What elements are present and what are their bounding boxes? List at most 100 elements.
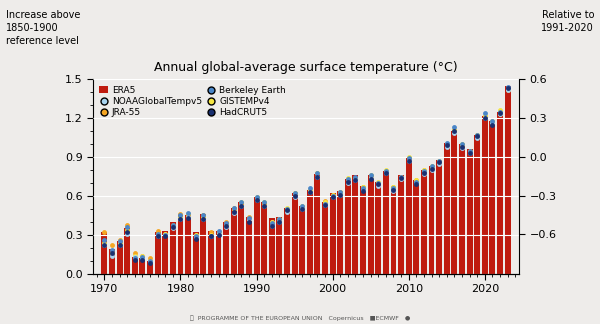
Point (381, 170, 391, 175)
Point (320, 199, 330, 204)
Bar (421, 170, 427, 274)
Point (480, 116, 490, 121)
Point (396, 177, 406, 182)
Bar (116, 241, 122, 274)
Point (145, 258, 155, 263)
Point (244, 219, 254, 225)
Point (305, 187, 314, 192)
Point (115, 239, 124, 244)
Bar (497, 112, 503, 274)
Point (130, 256, 140, 261)
Bar (132, 257, 138, 274)
Point (229, 205, 239, 210)
Point (381, 168, 391, 173)
Point (328, 193, 337, 199)
Point (168, 222, 178, 227)
Point (488, 122, 497, 127)
Point (442, 143, 452, 148)
Bar (337, 191, 343, 274)
Bar (299, 206, 305, 274)
Bar (314, 174, 320, 274)
Point (373, 183, 383, 188)
Point (267, 223, 277, 228)
Point (358, 184, 368, 190)
Point (145, 261, 155, 266)
Bar (193, 232, 199, 274)
Bar (428, 166, 434, 274)
Point (100, 237, 109, 243)
Point (229, 210, 239, 215)
Point (320, 201, 330, 206)
Point (343, 175, 353, 180)
Bar (292, 193, 298, 274)
Point (199, 214, 208, 219)
Bar (254, 196, 260, 274)
Point (343, 180, 353, 186)
Bar (505, 86, 511, 274)
Point (434, 160, 444, 165)
Point (168, 223, 178, 228)
Point (373, 180, 383, 186)
Point (221, 219, 231, 225)
Point (350, 175, 360, 180)
Point (282, 206, 292, 212)
Point (236, 204, 246, 209)
Point (472, 133, 482, 138)
Point (457, 144, 467, 149)
Point (168, 226, 178, 231)
Point (389, 184, 398, 190)
Point (457, 142, 467, 147)
Point (419, 168, 429, 173)
Point (160, 232, 170, 237)
Point (199, 213, 208, 218)
Point (107, 250, 117, 256)
Bar (383, 171, 389, 274)
Point (396, 175, 406, 180)
Point (503, 87, 512, 92)
Point (168, 225, 178, 230)
Point (427, 164, 436, 169)
Point (495, 112, 505, 117)
Bar (170, 222, 176, 274)
Point (115, 237, 124, 243)
Point (122, 231, 132, 236)
Point (472, 133, 482, 138)
Point (488, 121, 497, 126)
Point (503, 85, 512, 90)
Point (412, 182, 421, 187)
Point (107, 248, 117, 253)
Point (282, 209, 292, 214)
Point (183, 210, 193, 215)
Point (298, 205, 307, 210)
Point (335, 192, 345, 197)
Point (252, 195, 262, 200)
Point (199, 217, 208, 222)
Point (313, 170, 322, 175)
Point (465, 151, 475, 156)
Bar (238, 202, 244, 274)
Point (275, 217, 284, 222)
Point (373, 179, 383, 184)
Point (100, 243, 109, 248)
Bar (163, 231, 168, 274)
Point (366, 177, 376, 182)
Point (381, 170, 391, 175)
Point (313, 174, 322, 179)
Point (153, 234, 163, 239)
Bar (413, 180, 419, 274)
Point (183, 214, 193, 219)
Point (389, 186, 398, 191)
Bar (376, 182, 381, 274)
Bar (406, 157, 412, 274)
Point (115, 243, 124, 248)
Point (305, 186, 314, 191)
Point (305, 190, 314, 195)
Point (221, 221, 231, 226)
Point (412, 179, 421, 184)
Point (389, 188, 398, 193)
Point (130, 250, 140, 256)
Point (199, 217, 208, 222)
Point (282, 205, 292, 210)
Point (290, 193, 299, 199)
Point (434, 161, 444, 166)
